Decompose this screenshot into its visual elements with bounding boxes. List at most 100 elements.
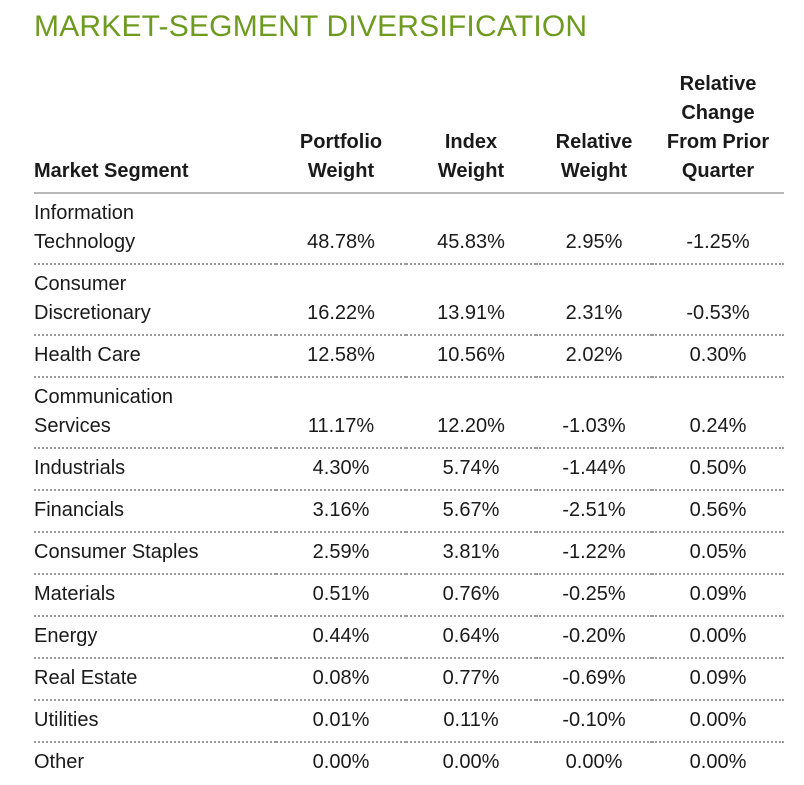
table-row: Other 0.00% 0.00% 0.00% 0.00% xyxy=(34,742,784,783)
table-header-row: Market Segment Portfolio Weight Index We… xyxy=(34,70,784,194)
relative-change-cell: 0.09% xyxy=(652,574,784,617)
table-row: Energy 0.44% 0.64% -0.20% 0.00% xyxy=(34,616,784,659)
table-row: Consumer Staples 2.59% 3.81% -1.22% 0.05% xyxy=(34,532,784,575)
segment-name-cell: Real Estate xyxy=(34,658,276,701)
relative-change-cell: 0.09% xyxy=(652,658,784,701)
relative-weight-cell: 2.95% xyxy=(536,193,652,265)
segment-name-cell: Materials xyxy=(34,574,276,617)
page-title: MARKET-SEGMENT DIVERSIFICATION xyxy=(34,10,588,43)
segment-name-line: Financials xyxy=(34,499,125,521)
header-line: Weight xyxy=(560,160,628,182)
header-relative-weight: Relative Weight xyxy=(536,70,652,194)
segment-name-line: Other xyxy=(34,751,85,773)
segment-name-line: Information xyxy=(34,202,135,224)
portfolio-weight-cell: 3.16% xyxy=(276,490,406,533)
header-line: Change xyxy=(681,102,755,124)
relative-weight-cell: 2.02% xyxy=(536,335,652,378)
segment-name-line: Discretionary xyxy=(34,302,151,324)
segment-name-cell: Energy xyxy=(34,616,276,659)
header-market-segment: Market Segment xyxy=(34,70,276,194)
header-line: From Prior xyxy=(666,131,770,153)
index-weight-cell: 0.76% xyxy=(406,574,536,617)
table-row: Real Estate 0.08% 0.77% -0.69% 0.09% xyxy=(34,658,784,701)
segment-name-line: Utilities xyxy=(34,709,99,731)
portfolio-weight-cell: 12.58% xyxy=(276,335,406,378)
table-row: Utilities 0.01% 0.11% -0.10% 0.00% xyxy=(34,700,784,743)
portfolio-weight-cell: 0.01% xyxy=(276,700,406,743)
index-weight-cell: 13.91% xyxy=(406,264,536,336)
table-row: Consumer Discretionary 16.22% 13.91% 2.31% -0… xyxy=(34,264,784,336)
index-weight-cell: 5.74% xyxy=(406,448,536,491)
portfolio-weight-cell: 48.78% xyxy=(276,193,406,265)
relative-weight-cell: 0.00% xyxy=(565,751,623,773)
relative-change-cell: -0.53% xyxy=(652,264,784,336)
relative-change-cell: 0.50% xyxy=(652,448,784,491)
table-body: Information Technology 48.78% 45.83% 2.95% -1… xyxy=(34,193,784,783)
table-row: Information Technology 48.78% 45.83% 2.95% -1… xyxy=(34,193,784,265)
relative-change-cell: 0.00% xyxy=(652,700,784,743)
relative-weight-cell: -0.20% xyxy=(536,616,652,659)
segment-name-cell: Consumer Discretionary xyxy=(34,264,276,336)
segment-name-line: Materials xyxy=(34,583,116,605)
segment-name-line: Industrials xyxy=(34,457,126,479)
table-row: Communication Services 11.17% 12.20% -1.03% 0… xyxy=(34,377,784,449)
portfolio-weight-cell: 16.22% xyxy=(276,264,406,336)
portfolio-weight-cell: 0.51% xyxy=(276,574,406,617)
segment-name-line: Communication xyxy=(34,386,173,408)
index-weight-cell: 12.20% xyxy=(406,377,536,449)
header-line: Weight xyxy=(307,160,375,182)
header-line: Market Segment xyxy=(34,160,189,182)
header-line: Index xyxy=(444,131,498,153)
index-weight-cell: 0.77% xyxy=(406,658,536,701)
portfolio-weight-cell: 2.59% xyxy=(276,532,406,575)
portfolio-weight-cell: 11.17% xyxy=(276,377,406,449)
header-line: Weight xyxy=(437,160,505,182)
relative-change-cell: 0.05% xyxy=(652,532,784,575)
table-row: Industrials 4.30% 5.74% -1.44% 0.50% xyxy=(34,448,784,491)
index-weight-cell: 0.64% xyxy=(406,616,536,659)
relative-weight-cell: -2.51% xyxy=(536,490,652,533)
table-row: Health Care 12.58% 10.56% 2.02% 0.30% xyxy=(34,335,784,378)
portfolio-weight-cell: 4.30% xyxy=(276,448,406,491)
segment-name-line: Consumer xyxy=(34,273,127,295)
index-weight-cell: 0.11% xyxy=(406,700,536,743)
index-weight-cell: 5.67% xyxy=(406,490,536,533)
header-line: Relative xyxy=(679,73,757,95)
relative-weight-cell: -1.44% xyxy=(536,448,652,491)
table-row: Financials 3.16% 5.67% -2.51% 0.56% xyxy=(34,490,784,533)
relative-weight-cell: -1.03% xyxy=(536,377,652,449)
segment-name-line: Real Estate xyxy=(34,667,138,689)
segment-name-cell: Consumer Staples xyxy=(34,532,276,575)
index-weight-cell: 0.00% xyxy=(442,751,500,773)
segment-name-cell: Communication Services xyxy=(34,377,276,449)
header-line: Quarter xyxy=(681,160,755,182)
header-portfolio-weight: Portfolio Weight xyxy=(276,70,406,194)
segment-name-cell: Utilities xyxy=(34,700,276,743)
table-row: Materials 0.51% 0.76% -0.25% 0.09% xyxy=(34,574,784,617)
segment-name-cell: Information Technology xyxy=(34,193,276,265)
header-line: Relative xyxy=(555,131,633,153)
portfolio-weight-cell: 0.44% xyxy=(276,616,406,659)
segment-name-line: Energy xyxy=(34,625,98,647)
header-index-weight: Index Weight xyxy=(406,70,536,194)
segment-name-line: Consumer Staples xyxy=(34,541,199,563)
segment-name-cell: Financials xyxy=(34,490,276,533)
relative-change-cell: 0.24% xyxy=(652,377,784,449)
relative-change-cell: 0.56% xyxy=(652,490,784,533)
market-segment-table: Market Segment Portfolio Weight Index We… xyxy=(34,70,784,783)
segment-name-cell: Industrials xyxy=(34,448,276,491)
index-weight-cell: 3.81% xyxy=(406,532,536,575)
relative-change-cell: 0.00% xyxy=(652,616,784,659)
relative-change-cell: -1.25% xyxy=(652,193,784,265)
relative-change-cell: 0.30% xyxy=(652,335,784,378)
relative-weight-cell: 2.31% xyxy=(536,264,652,336)
portfolio-weight-cell: 0.00% xyxy=(312,751,370,773)
index-weight-cell: 45.83% xyxy=(406,193,536,265)
segment-name-line: Health Care xyxy=(34,344,141,366)
header-line: Portfolio xyxy=(299,131,383,153)
relative-weight-cell: -0.69% xyxy=(536,658,652,701)
relative-weight-cell: -0.10% xyxy=(536,700,652,743)
segment-name-line: Services xyxy=(34,415,111,437)
portfolio-weight-cell: 0.08% xyxy=(276,658,406,701)
relative-weight-cell: -0.25% xyxy=(536,574,652,617)
